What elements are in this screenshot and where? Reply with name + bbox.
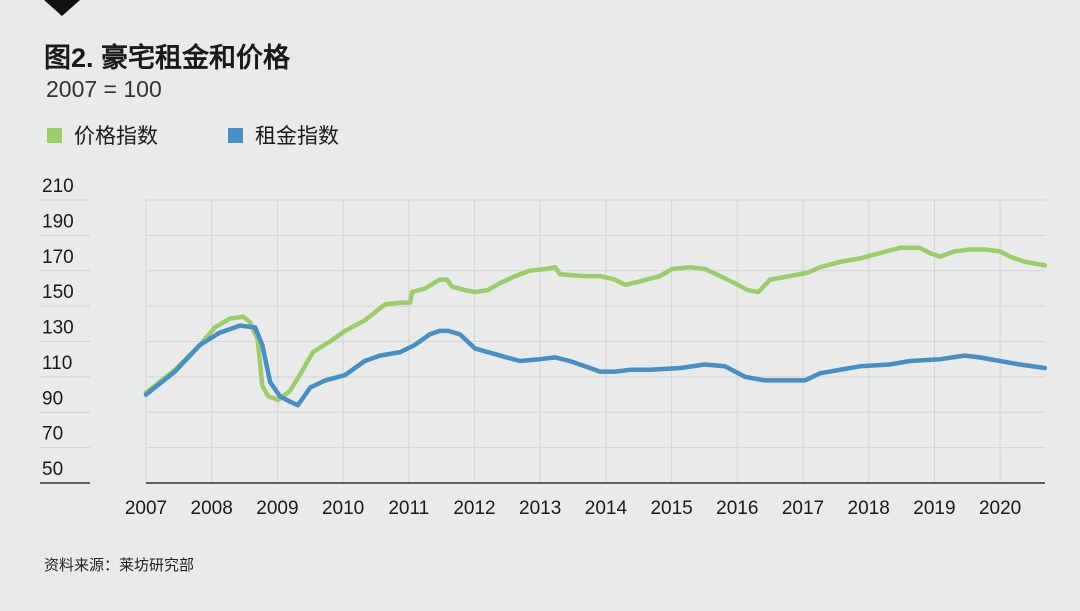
x-tick-label: 2013 xyxy=(519,498,561,519)
header-triangle-marker xyxy=(44,0,80,16)
y-tick-label: 110 xyxy=(42,353,72,374)
x-tick-label: 2018 xyxy=(848,498,890,519)
y-tick-label: 50 xyxy=(42,459,63,480)
y-tick-label: 170 xyxy=(42,247,74,268)
legend-swatch-price xyxy=(47,127,62,143)
y-tick-label: 190 xyxy=(42,211,74,232)
y-tick-label: 150 xyxy=(42,282,74,303)
x-tick-label: 2015 xyxy=(650,498,692,519)
y-tick-label: 70 xyxy=(42,424,63,445)
legend-item-price: 价格指数 xyxy=(47,120,158,150)
x-tick-label: 2007 xyxy=(125,498,167,519)
y-tick-label: 90 xyxy=(42,388,63,409)
x-tick-label: 2010 xyxy=(322,498,364,519)
x-tick-label: 2019 xyxy=(913,498,955,519)
chart-title: 图2. 豪宅租金和价格 xyxy=(44,43,291,73)
chart-subtitle: 2007 = 100 xyxy=(46,76,162,102)
x-tick-label: 2020 xyxy=(979,498,1021,519)
series-line-rent-index xyxy=(143,323,1048,408)
x-tick-label: 2011 xyxy=(388,498,429,519)
legend-swatch-rent xyxy=(228,127,243,143)
x-tick-label: 2008 xyxy=(191,498,233,519)
legend-label-rent: 租金指数 xyxy=(255,125,339,148)
y-tick-label: 210 xyxy=(42,176,74,197)
x-tick-label: 2012 xyxy=(453,498,495,519)
y-tick-label: 130 xyxy=(42,318,74,339)
x-tick-label: 2016 xyxy=(716,498,758,519)
x-tick-label: 2014 xyxy=(585,498,628,519)
legend-item-rent: 租金指数 xyxy=(228,120,339,150)
source-note: 资料来源：莱坊研究部 xyxy=(44,557,195,574)
series-line-price-index xyxy=(143,245,1048,403)
x-tick-label: 2009 xyxy=(256,498,298,519)
x-tick-label: 2017 xyxy=(782,498,824,519)
legend-label-price: 价格指数 xyxy=(74,125,158,148)
